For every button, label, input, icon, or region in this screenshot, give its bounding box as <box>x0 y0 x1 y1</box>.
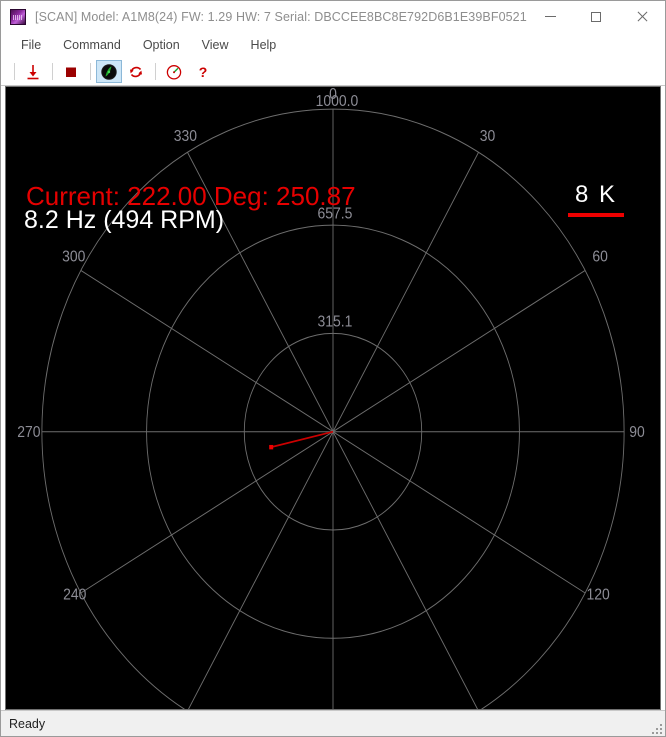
help-button[interactable]: ? <box>198 63 208 80</box>
radial-tick-labels: 315.1 657.5 1000.0 <box>316 93 359 331</box>
toolbar-separator <box>90 63 91 80</box>
angle-label-0: 0 <box>329 87 337 103</box>
menu-bar: File Command Option View Help <box>1 33 665 58</box>
toolbar-separator <box>155 63 156 80</box>
start-scan-button[interactable] <box>20 60 46 83</box>
close-icon <box>637 11 648 22</box>
sample-rate-indicator: 8 K <box>568 183 624 217</box>
scan-ray-line <box>271 430 334 449</box>
stop-scan-button[interactable] <box>58 60 84 83</box>
toolbar: ? <box>1 58 665 86</box>
angle-label-90: 90 <box>629 425 645 442</box>
toolbar-separator <box>14 63 15 80</box>
polar-grid-svg: 0 30 60 90 120 150 180 210 240 270 300 3… <box>17 87 645 709</box>
angle-label-150: 150 <box>477 707 500 709</box>
menu-item-help[interactable]: Help <box>250 38 277 52</box>
minimize-icon <box>544 16 556 17</box>
menu-item-option[interactable]: Option <box>142 38 180 52</box>
menu-item-view[interactable]: View <box>201 38 229 52</box>
angle-tick-labels: 0 30 60 90 120 150 180 210 240 270 300 3… <box>17 87 645 709</box>
close-button[interactable] <box>619 1 665 32</box>
spoke-30 <box>332 152 479 432</box>
app-icon <box>10 8 26 25</box>
spoke-330 <box>187 152 334 432</box>
spoke-240 <box>80 431 334 594</box>
angle-label-240: 240 <box>63 587 86 604</box>
spoke-120 <box>332 431 586 594</box>
maximize-icon <box>591 11 601 22</box>
speed-gauge-button[interactable] <box>161 60 187 83</box>
scan-view-button[interactable] <box>96 60 122 83</box>
spoke-150 <box>332 431 478 709</box>
toolbar-separator <box>52 63 53 80</box>
spoke-60 <box>332 269 586 433</box>
angle-label-120: 120 <box>587 587 610 604</box>
maximize-button[interactable] <box>573 1 619 32</box>
angular-grid-spokes <box>41 109 625 709</box>
rescan-button[interactable] <box>123 60 149 83</box>
scan-point-marker <box>269 444 274 450</box>
status-bar: Ready <box>1 710 665 736</box>
minimize-button[interactable] <box>527 1 573 32</box>
gauge-icon <box>166 64 182 80</box>
angle-label-270: 270 <box>17 425 40 442</box>
sample-rate-bar <box>568 213 624 217</box>
motor-speed-label: 8.2 Hz (494 RPM) <box>24 206 225 234</box>
lidar-device-icon <box>101 63 117 80</box>
radial-label-inner: 315.1 <box>318 314 353 331</box>
menu-item-command[interactable]: Command <box>63 38 121 52</box>
angle-label-30: 30 <box>480 129 496 146</box>
stop-square-icon <box>66 67 76 77</box>
menu-item-file[interactable]: File <box>21 38 42 52</box>
radial-label-middle: 657.5 <box>318 206 353 223</box>
sample-rate-label: 8 K <box>574 181 618 208</box>
window-controls <box>527 1 665 32</box>
angle-label-210: 210 <box>174 707 197 709</box>
window-title: [SCAN] Model: A1M8(24) FW: 1.29 HW: 7 Se… <box>35 9 527 24</box>
radial-label-outer: 1000.0 <box>316 93 359 110</box>
polar-scan-plot[interactable]: 0 30 60 90 120 150 180 210 240 270 300 3… <box>5 86 661 710</box>
angle-label-330: 330 <box>174 129 197 146</box>
angle-label-300: 300 <box>62 249 85 266</box>
status-text: Ready <box>9 716 46 731</box>
spoke-210 <box>188 431 334 709</box>
refresh-arrows-icon <box>130 66 142 77</box>
resize-grip[interactable] <box>650 722 662 734</box>
spoke-300 <box>80 269 334 433</box>
current-reading-label: Current: 222.00 Deg: 250.87 <box>26 181 356 211</box>
download-arrow-icon <box>27 64 39 79</box>
angle-label-60: 60 <box>592 249 608 266</box>
current-measurement-ray <box>269 430 334 450</box>
title-bar: [SCAN] Model: A1M8(24) FW: 1.29 HW: 7 Se… <box>1 1 665 33</box>
